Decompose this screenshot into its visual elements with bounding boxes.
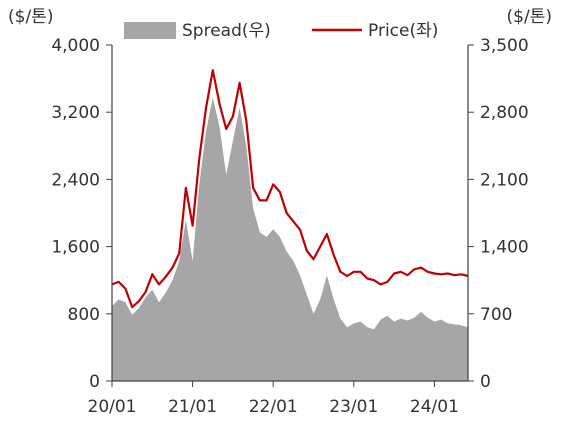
right-tick-label: 2,100	[480, 170, 529, 190]
spread-area	[112, 98, 468, 381]
right-tick-label: 0	[480, 372, 491, 392]
right-tick-label: 2,800	[480, 103, 529, 123]
left-tick-label: 2,400	[51, 170, 100, 190]
legend-price-label: Price(좌)	[368, 21, 438, 41]
left-tick-label: 3,200	[51, 103, 100, 123]
right-tick-label: 1,400	[480, 238, 529, 258]
right-tick-label: 3,500	[480, 36, 529, 56]
left-tick-label: 4,000	[51, 36, 100, 56]
left-tick-label: 800	[68, 305, 100, 325]
spread-series-layer	[112, 98, 468, 381]
left-tick-label: 1,600	[51, 238, 100, 258]
x-tick-label: 23/01	[329, 397, 378, 417]
legend-spread-swatch	[124, 22, 176, 39]
left-tick-label: 0	[89, 372, 100, 392]
legend: Spread(우) Price(좌)	[124, 21, 438, 41]
left-axis-unit: ($/톤)	[8, 7, 53, 27]
x-tick-label: 20/01	[88, 397, 137, 417]
legend-spread-label: Spread(우)	[182, 21, 271, 41]
right-axis-unit: ($/톤)	[507, 7, 552, 27]
right-tick-label: 700	[480, 305, 512, 325]
x-tick-label: 21/01	[168, 397, 217, 417]
x-tick-label: 22/01	[249, 397, 298, 417]
x-tick-label: 24/01	[410, 397, 459, 417]
